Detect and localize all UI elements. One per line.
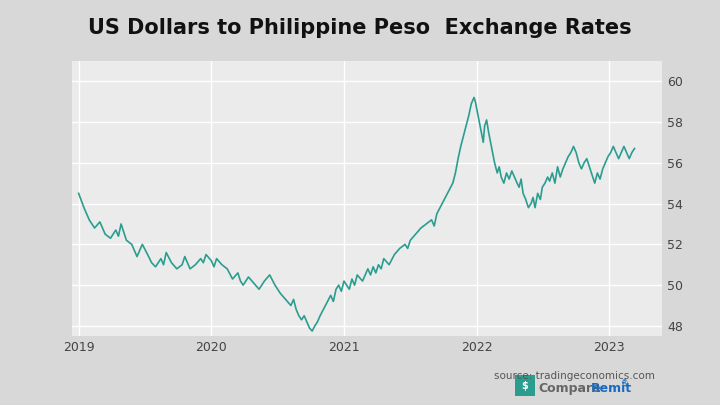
Text: US Dollars to Philippine Peso  Exchange Rates: US Dollars to Philippine Peso Exchange R… [88,18,632,38]
Text: Compare: Compare [539,382,601,395]
Text: source: tradingeconomics.com: source: tradingeconomics.com [495,371,655,381]
FancyBboxPatch shape [514,374,536,397]
Text: ®: ® [621,379,628,388]
Text: Remit: Remit [590,382,631,395]
Text: $: $ [521,381,528,390]
